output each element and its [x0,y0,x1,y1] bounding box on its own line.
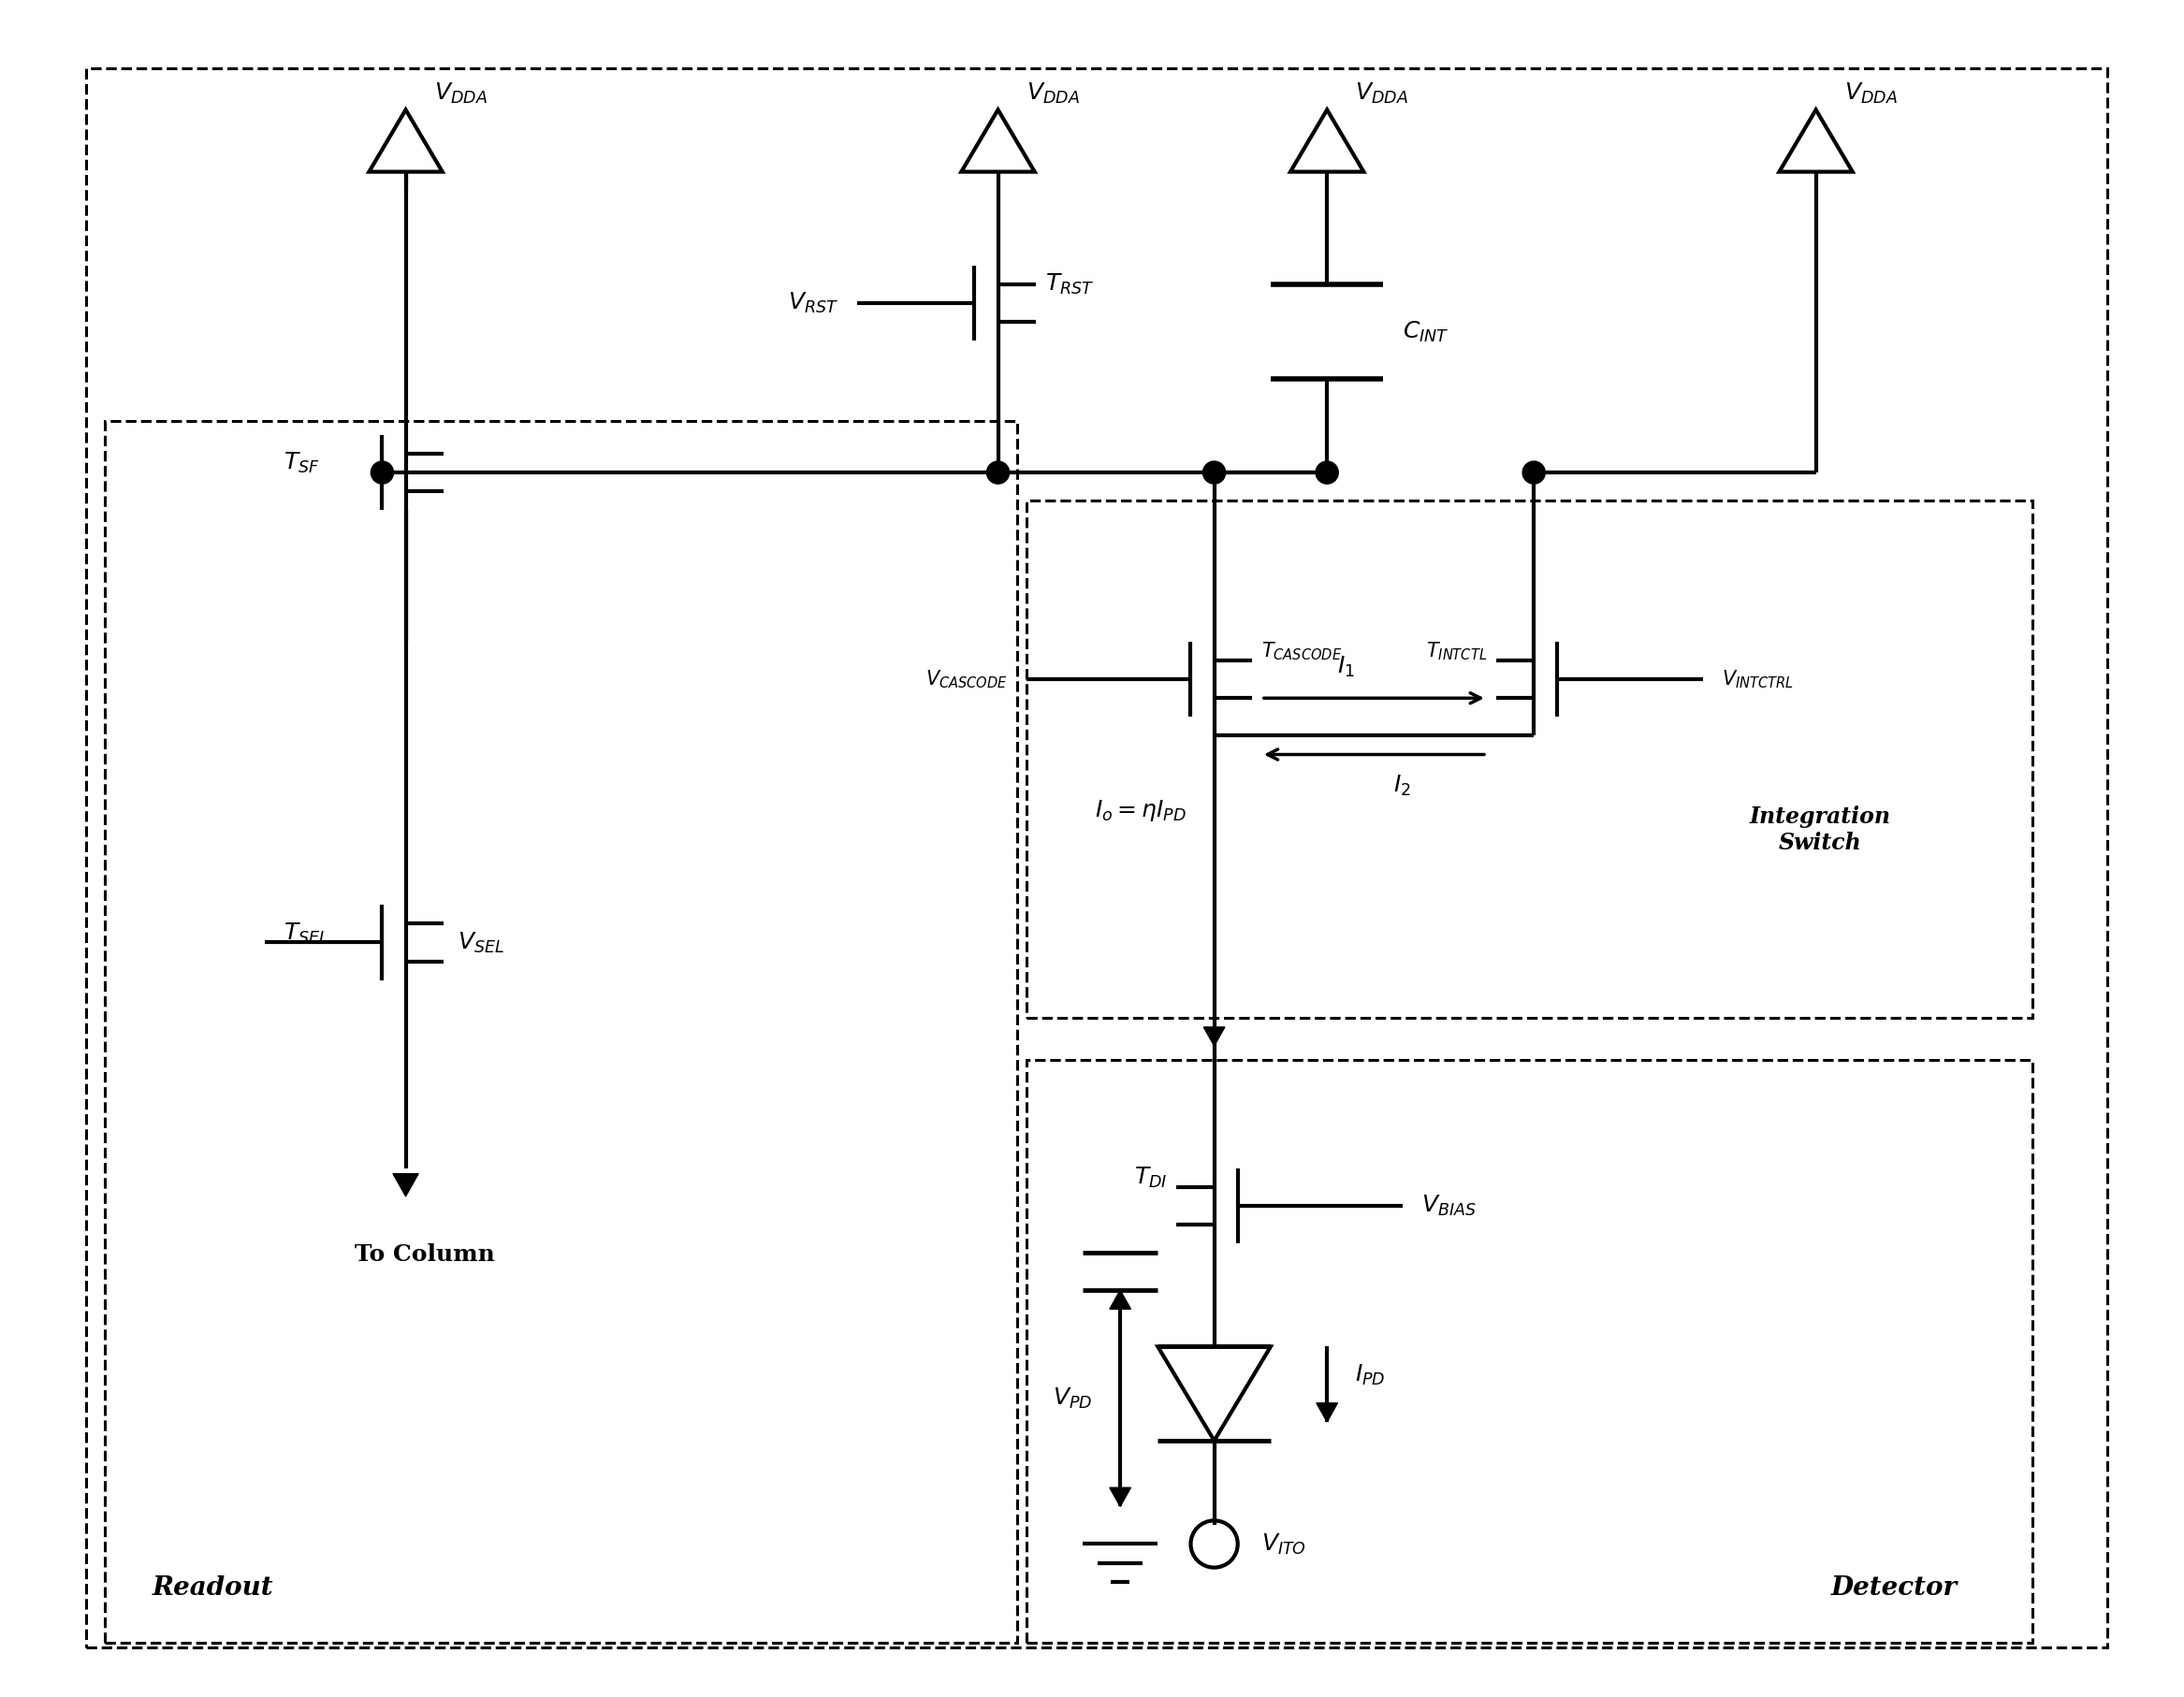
Bar [105,421,1018,1643]
Circle shape [1203,462,1225,484]
Text: $V_{BIAS}$: $V_{BIAS}$ [1422,1193,1476,1218]
Text: $T_{CASCODE}$: $T_{CASCODE}$ [1260,640,1343,662]
Circle shape [371,462,393,484]
Text: Integration
Switch: Integration Switch [1749,806,1891,854]
Text: $T_{INTCTL}$: $T_{INTCTL}$ [1426,640,1487,662]
Text: $T_{SEL}$: $T_{SEL}$ [284,921,328,945]
Text: $I_o = \eta I_{PD}$: $I_o = \eta I_{PD}$ [1094,798,1186,823]
Text: $V_{RST}$: $V_{RST}$ [788,292,839,316]
Polygon shape [1203,1027,1225,1045]
Text: $V_{DDA}$: $V_{DDA}$ [1026,81,1079,105]
Text: $V_{DDA}$: $V_{DDA}$ [1356,81,1409,105]
Text: $I_2$: $I_2$ [1393,774,1411,798]
Circle shape [987,462,1009,484]
Text: $I_{PD}$: $I_{PD}$ [1356,1363,1385,1386]
Bar [1026,501,2031,1018]
Polygon shape [1109,1488,1131,1507]
Text: $V_{INTCTRL}$: $V_{INTCTRL}$ [1721,669,1793,691]
Text: $I_1$: $I_1$ [1337,655,1354,679]
Circle shape [1315,462,1339,484]
Polygon shape [393,1174,419,1196]
Polygon shape [1317,1403,1337,1422]
Text: $C_{INT}$: $C_{INT}$ [1402,319,1448,344]
Text: $V_{CASCODE}$: $V_{CASCODE}$ [926,669,1007,691]
Circle shape [1522,462,1544,484]
Text: To Column: To Column [354,1244,494,1266]
Bar [1026,1061,2031,1643]
Text: Readout: Readout [153,1575,273,1600]
Text: $V_{ITO}$: $V_{ITO}$ [1260,1532,1306,1556]
Text: Detector: Detector [1830,1575,1957,1600]
Text: $V_{DDA}$: $V_{DDA}$ [435,81,487,105]
Text: $T_{RST}$: $T_{RST}$ [1044,272,1094,297]
Text: $V_{DDA}$: $V_{DDA}$ [1843,81,1898,105]
Text: $V_{SEL}$: $V_{SEL}$ [456,930,505,955]
Polygon shape [1109,1290,1131,1308]
Text: $T_{SF}$: $T_{SF}$ [284,451,319,475]
Text: $T_{DI}$: $T_{DI}$ [1133,1166,1166,1190]
Text: $V_{PD}$: $V_{PD}$ [1053,1386,1092,1410]
